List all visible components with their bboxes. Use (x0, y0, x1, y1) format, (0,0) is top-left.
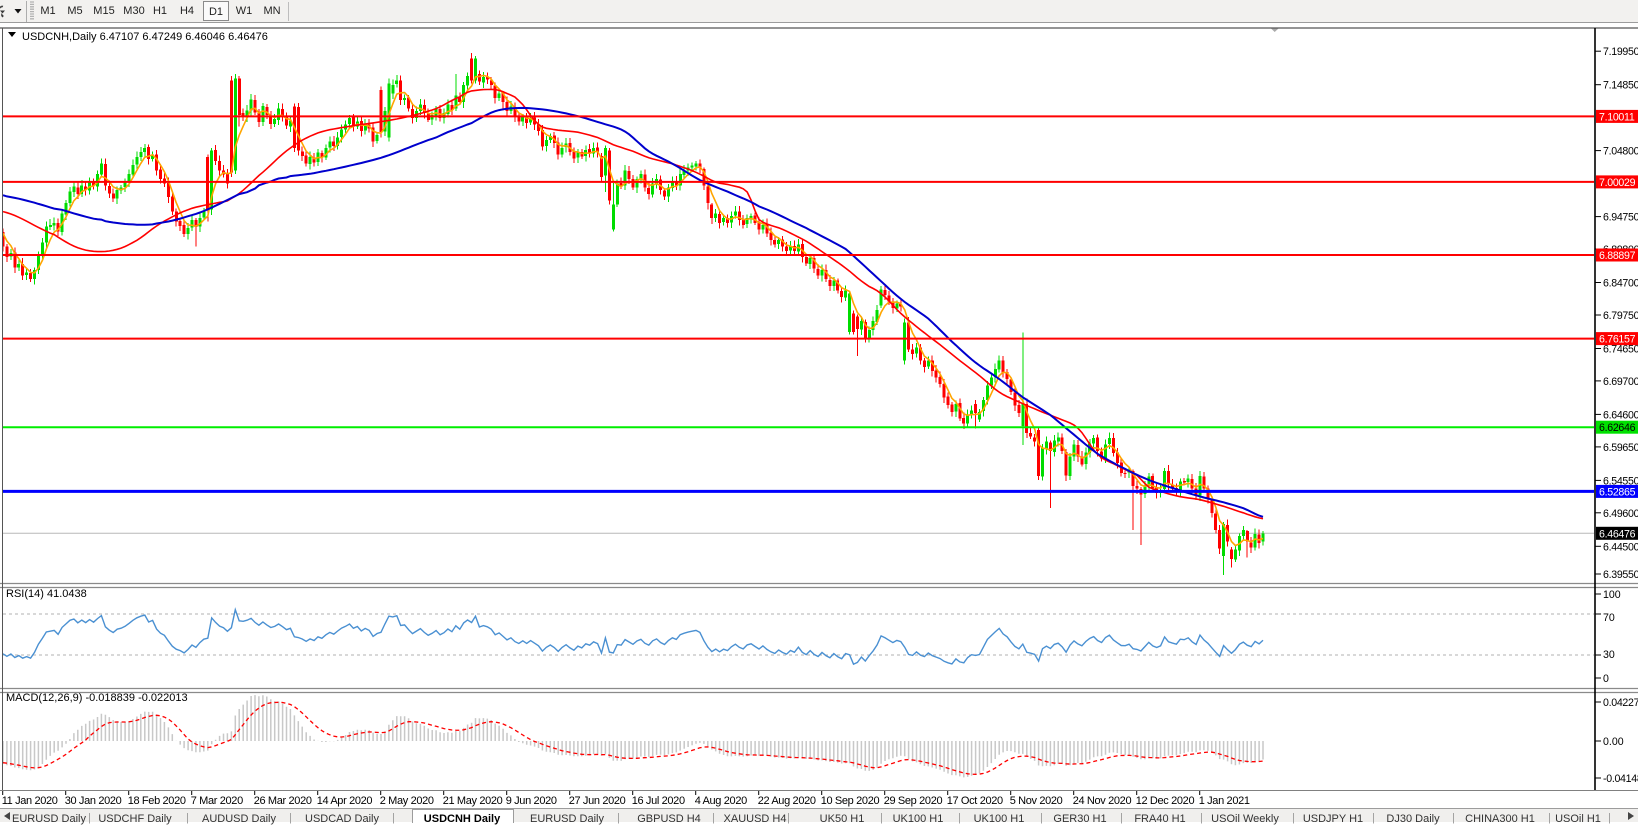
svg-text:11 Jan 2020: 11 Jan 2020 (2, 795, 58, 807)
svg-text:30: 30 (1603, 649, 1615, 661)
svg-text:6.46476: 6.46476 (1599, 528, 1636, 540)
svg-text:0.042275: 0.042275 (1603, 697, 1638, 709)
svg-text:6.52865: 6.52865 (1599, 486, 1636, 498)
svg-text:6.39550: 6.39550 (1603, 569, 1638, 581)
svg-text:6.62646: 6.62646 (1599, 422, 1636, 434)
svg-text:4 Aug 2020: 4 Aug 2020 (695, 795, 747, 807)
svg-text:RSI(14) 41.0438: RSI(14) 41.0438 (6, 588, 87, 600)
svg-text:6.54550: 6.54550 (1603, 475, 1638, 487)
svg-text:10 Sep 2020: 10 Sep 2020 (821, 795, 880, 807)
svg-text:7.10011: 7.10011 (1599, 111, 1635, 123)
svg-text:6.64600: 6.64600 (1603, 409, 1638, 421)
svg-text:7.00029: 7.00029 (1599, 177, 1636, 189)
svg-text:6.94750: 6.94750 (1603, 212, 1638, 224)
svg-text:2 May 2020: 2 May 2020 (380, 795, 434, 807)
svg-text:6.88897: 6.88897 (1599, 250, 1636, 262)
svg-text:6.59650: 6.59650 (1603, 442, 1638, 454)
svg-text:6.69700: 6.69700 (1603, 376, 1638, 388)
svg-text:6.84700: 6.84700 (1603, 278, 1638, 290)
svg-text:6.76157: 6.76157 (1599, 334, 1636, 346)
svg-text:18 Feb 2020: 18 Feb 2020 (128, 795, 186, 807)
svg-text:24 Nov 2020: 24 Nov 2020 (1073, 795, 1132, 807)
svg-text:17 Oct 2020: 17 Oct 2020 (947, 795, 1003, 807)
svg-text:22 Aug 2020: 22 Aug 2020 (758, 795, 816, 807)
svg-text:MACD(12,26,9) -0.018839 -0.022: MACD(12,26,9) -0.018839 -0.022013 (6, 692, 188, 704)
svg-text:12 Dec 2020: 12 Dec 2020 (1136, 795, 1195, 807)
svg-text:6.49600: 6.49600 (1603, 508, 1638, 520)
svg-text:1 Jan 2021: 1 Jan 2021 (1199, 795, 1250, 807)
svg-text:7.14850: 7.14850 (1603, 80, 1638, 92)
svg-text:7.19950: 7.19950 (1603, 46, 1638, 58)
svg-text:21 May 2020: 21 May 2020 (443, 795, 503, 807)
svg-text:26 Mar 2020: 26 Mar 2020 (254, 795, 312, 807)
svg-text:7.04800: 7.04800 (1603, 146, 1638, 158)
svg-text:USDCNH,Daily 6.47107 6.47249: USDCNH,Daily 6.47107 6.47249 6.46046 6.4… (22, 31, 268, 43)
svg-text:5 Nov 2020: 5 Nov 2020 (1010, 795, 1063, 807)
svg-text:7 Mar 2020: 7 Mar 2020 (191, 795, 243, 807)
svg-text:6.74650: 6.74650 (1603, 344, 1638, 356)
svg-text:9 Jun 2020: 9 Jun 2020 (506, 795, 557, 807)
svg-text:6.44500: 6.44500 (1603, 541, 1638, 553)
svg-text:0.00: 0.00 (1603, 736, 1624, 748)
svg-text:70: 70 (1603, 612, 1615, 624)
svg-text:16 Jul 2020: 16 Jul 2020 (632, 795, 685, 807)
svg-text:100: 100 (1603, 589, 1621, 601)
svg-text:30 Jan 2020: 30 Jan 2020 (65, 795, 122, 807)
svg-text:-0.04148: -0.04148 (1603, 773, 1638, 785)
svg-text:0: 0 (1603, 673, 1609, 685)
svg-text:6.79750: 6.79750 (1603, 310, 1638, 322)
svg-text:27 Jun 2020: 27 Jun 2020 (569, 795, 626, 807)
svg-text:14 Apr 2020: 14 Apr 2020 (317, 795, 373, 807)
svg-text:29 Sep 2020: 29 Sep 2020 (884, 795, 943, 807)
